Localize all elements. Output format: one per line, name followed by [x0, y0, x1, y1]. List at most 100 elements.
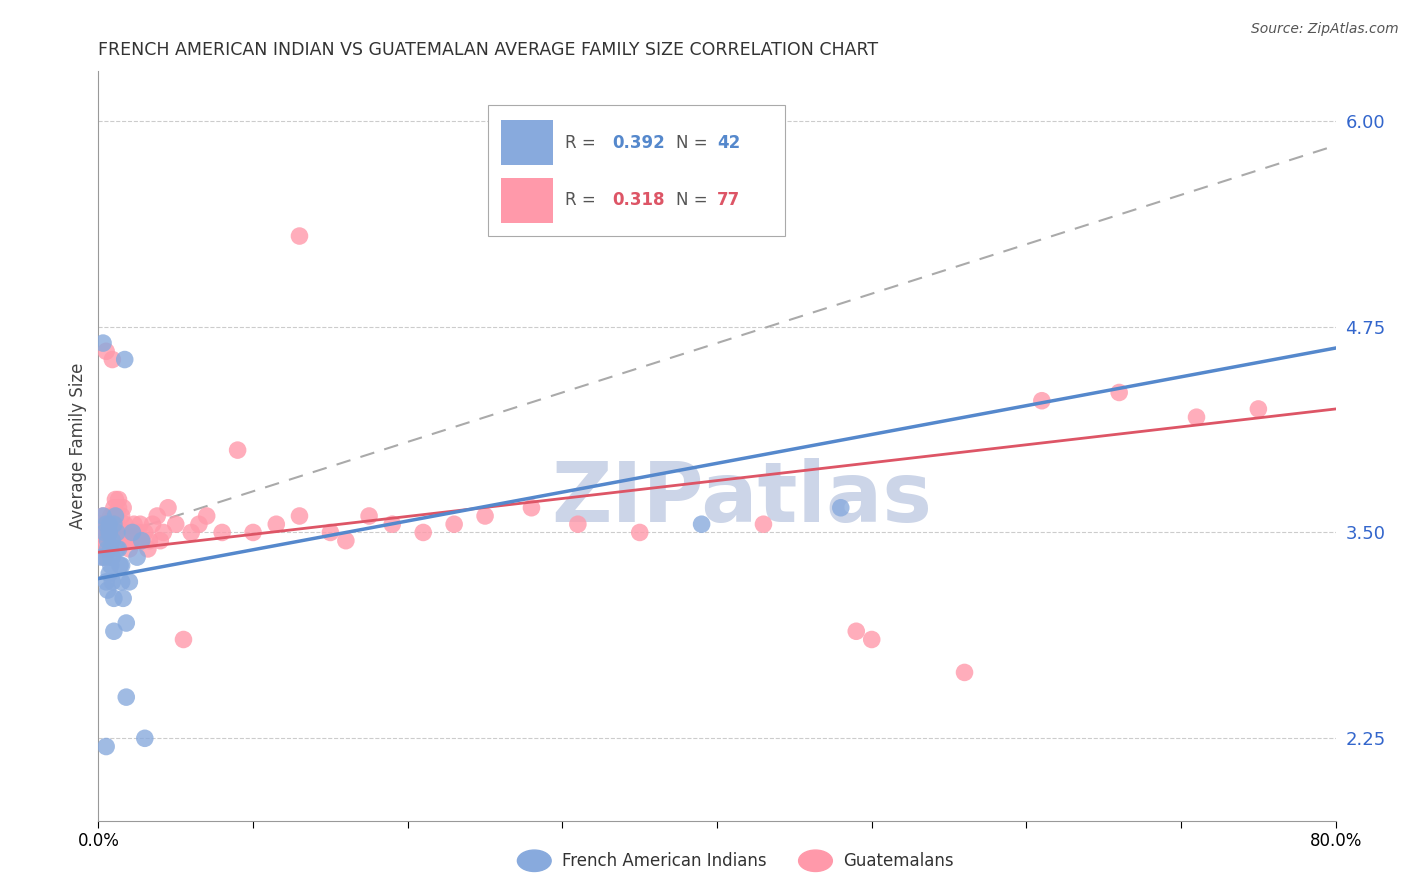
- Point: [142, 517, 165, 532]
- Text: Source: ZipAtlas.com: Source: ZipAtlas.com: [1251, 22, 1399, 37]
- Point: [97, 533, 120, 548]
- Point: [188, 517, 211, 532]
- Point: [93, 525, 115, 540]
- Point: [319, 525, 342, 540]
- Point: [96, 739, 118, 754]
- Point: [91, 541, 114, 556]
- Point: [357, 508, 380, 523]
- Point: [97, 541, 120, 556]
- Point: [103, 508, 125, 523]
- Point: [129, 517, 152, 532]
- Point: [335, 533, 357, 548]
- Point: [93, 550, 115, 565]
- Point: [101, 533, 124, 548]
- Point: [105, 525, 128, 540]
- Point: [122, 517, 145, 532]
- Bar: [501, 120, 553, 165]
- Point: [288, 229, 311, 244]
- Point: [211, 525, 233, 540]
- Point: [101, 517, 124, 532]
- Point: [115, 690, 138, 705]
- Point: [101, 352, 124, 367]
- Point: [100, 558, 122, 573]
- Point: [96, 574, 118, 589]
- Point: [91, 508, 114, 523]
- Point: [90, 517, 112, 532]
- Text: R =: R =: [565, 191, 600, 210]
- Point: [173, 632, 195, 647]
- Point: [101, 574, 124, 589]
- Point: [107, 541, 129, 556]
- Point: [152, 525, 174, 540]
- Point: [628, 525, 651, 540]
- Point: [98, 517, 121, 532]
- Point: [100, 550, 122, 565]
- Point: [121, 525, 143, 540]
- Point: [98, 566, 121, 581]
- Point: [108, 558, 131, 573]
- Point: [101, 533, 124, 548]
- Point: [412, 525, 434, 540]
- Text: R =: R =: [565, 134, 600, 152]
- Point: [131, 533, 153, 548]
- Point: [98, 533, 121, 548]
- Text: 42: 42: [717, 134, 741, 152]
- Point: [195, 508, 218, 523]
- Point: [157, 500, 180, 515]
- Point: [100, 508, 122, 523]
- Point: [266, 517, 288, 532]
- Point: [105, 541, 128, 556]
- Point: [98, 525, 121, 540]
- Point: [520, 500, 543, 515]
- Text: 0.392: 0.392: [612, 134, 665, 152]
- Point: [115, 615, 138, 630]
- Point: [1108, 385, 1130, 400]
- Point: [121, 525, 143, 540]
- Point: [96, 517, 118, 532]
- Point: [96, 344, 118, 359]
- Point: [242, 525, 264, 540]
- Point: [860, 632, 883, 647]
- Point: [98, 517, 121, 532]
- Point: [149, 533, 172, 548]
- Point: [474, 508, 496, 523]
- Point: [226, 443, 249, 458]
- Point: [93, 525, 115, 540]
- Text: ZIPatlas: ZIPatlas: [551, 458, 932, 539]
- Point: [443, 517, 465, 532]
- Point: [115, 533, 138, 548]
- Point: [103, 624, 125, 639]
- Point: [114, 517, 136, 532]
- Point: [138, 533, 160, 548]
- Text: N =: N =: [676, 191, 713, 210]
- Point: [111, 508, 134, 523]
- Point: [131, 533, 153, 548]
- Point: [381, 517, 404, 532]
- Point: [953, 665, 976, 680]
- Point: [97, 583, 120, 598]
- Point: [180, 525, 202, 540]
- Point: [112, 525, 135, 540]
- Point: [91, 336, 114, 351]
- Point: [752, 517, 775, 532]
- Point: [100, 541, 122, 556]
- Point: [120, 533, 142, 548]
- Y-axis label: Average Family Size: Average Family Size: [69, 363, 87, 529]
- Text: 0.318: 0.318: [612, 191, 665, 210]
- Point: [117, 525, 139, 540]
- Point: [845, 624, 868, 639]
- Point: [90, 550, 112, 565]
- Point: [134, 731, 156, 746]
- Text: French American Indians: French American Indians: [562, 852, 768, 870]
- Point: [111, 558, 134, 573]
- Point: [146, 508, 169, 523]
- Point: [96, 517, 118, 532]
- Text: Guatemalans: Guatemalans: [844, 852, 955, 870]
- Point: [134, 525, 156, 540]
- Bar: [501, 178, 553, 223]
- Point: [690, 517, 713, 532]
- Point: [128, 525, 150, 540]
- Point: [112, 500, 135, 515]
- Point: [108, 525, 131, 540]
- Point: [118, 574, 141, 589]
